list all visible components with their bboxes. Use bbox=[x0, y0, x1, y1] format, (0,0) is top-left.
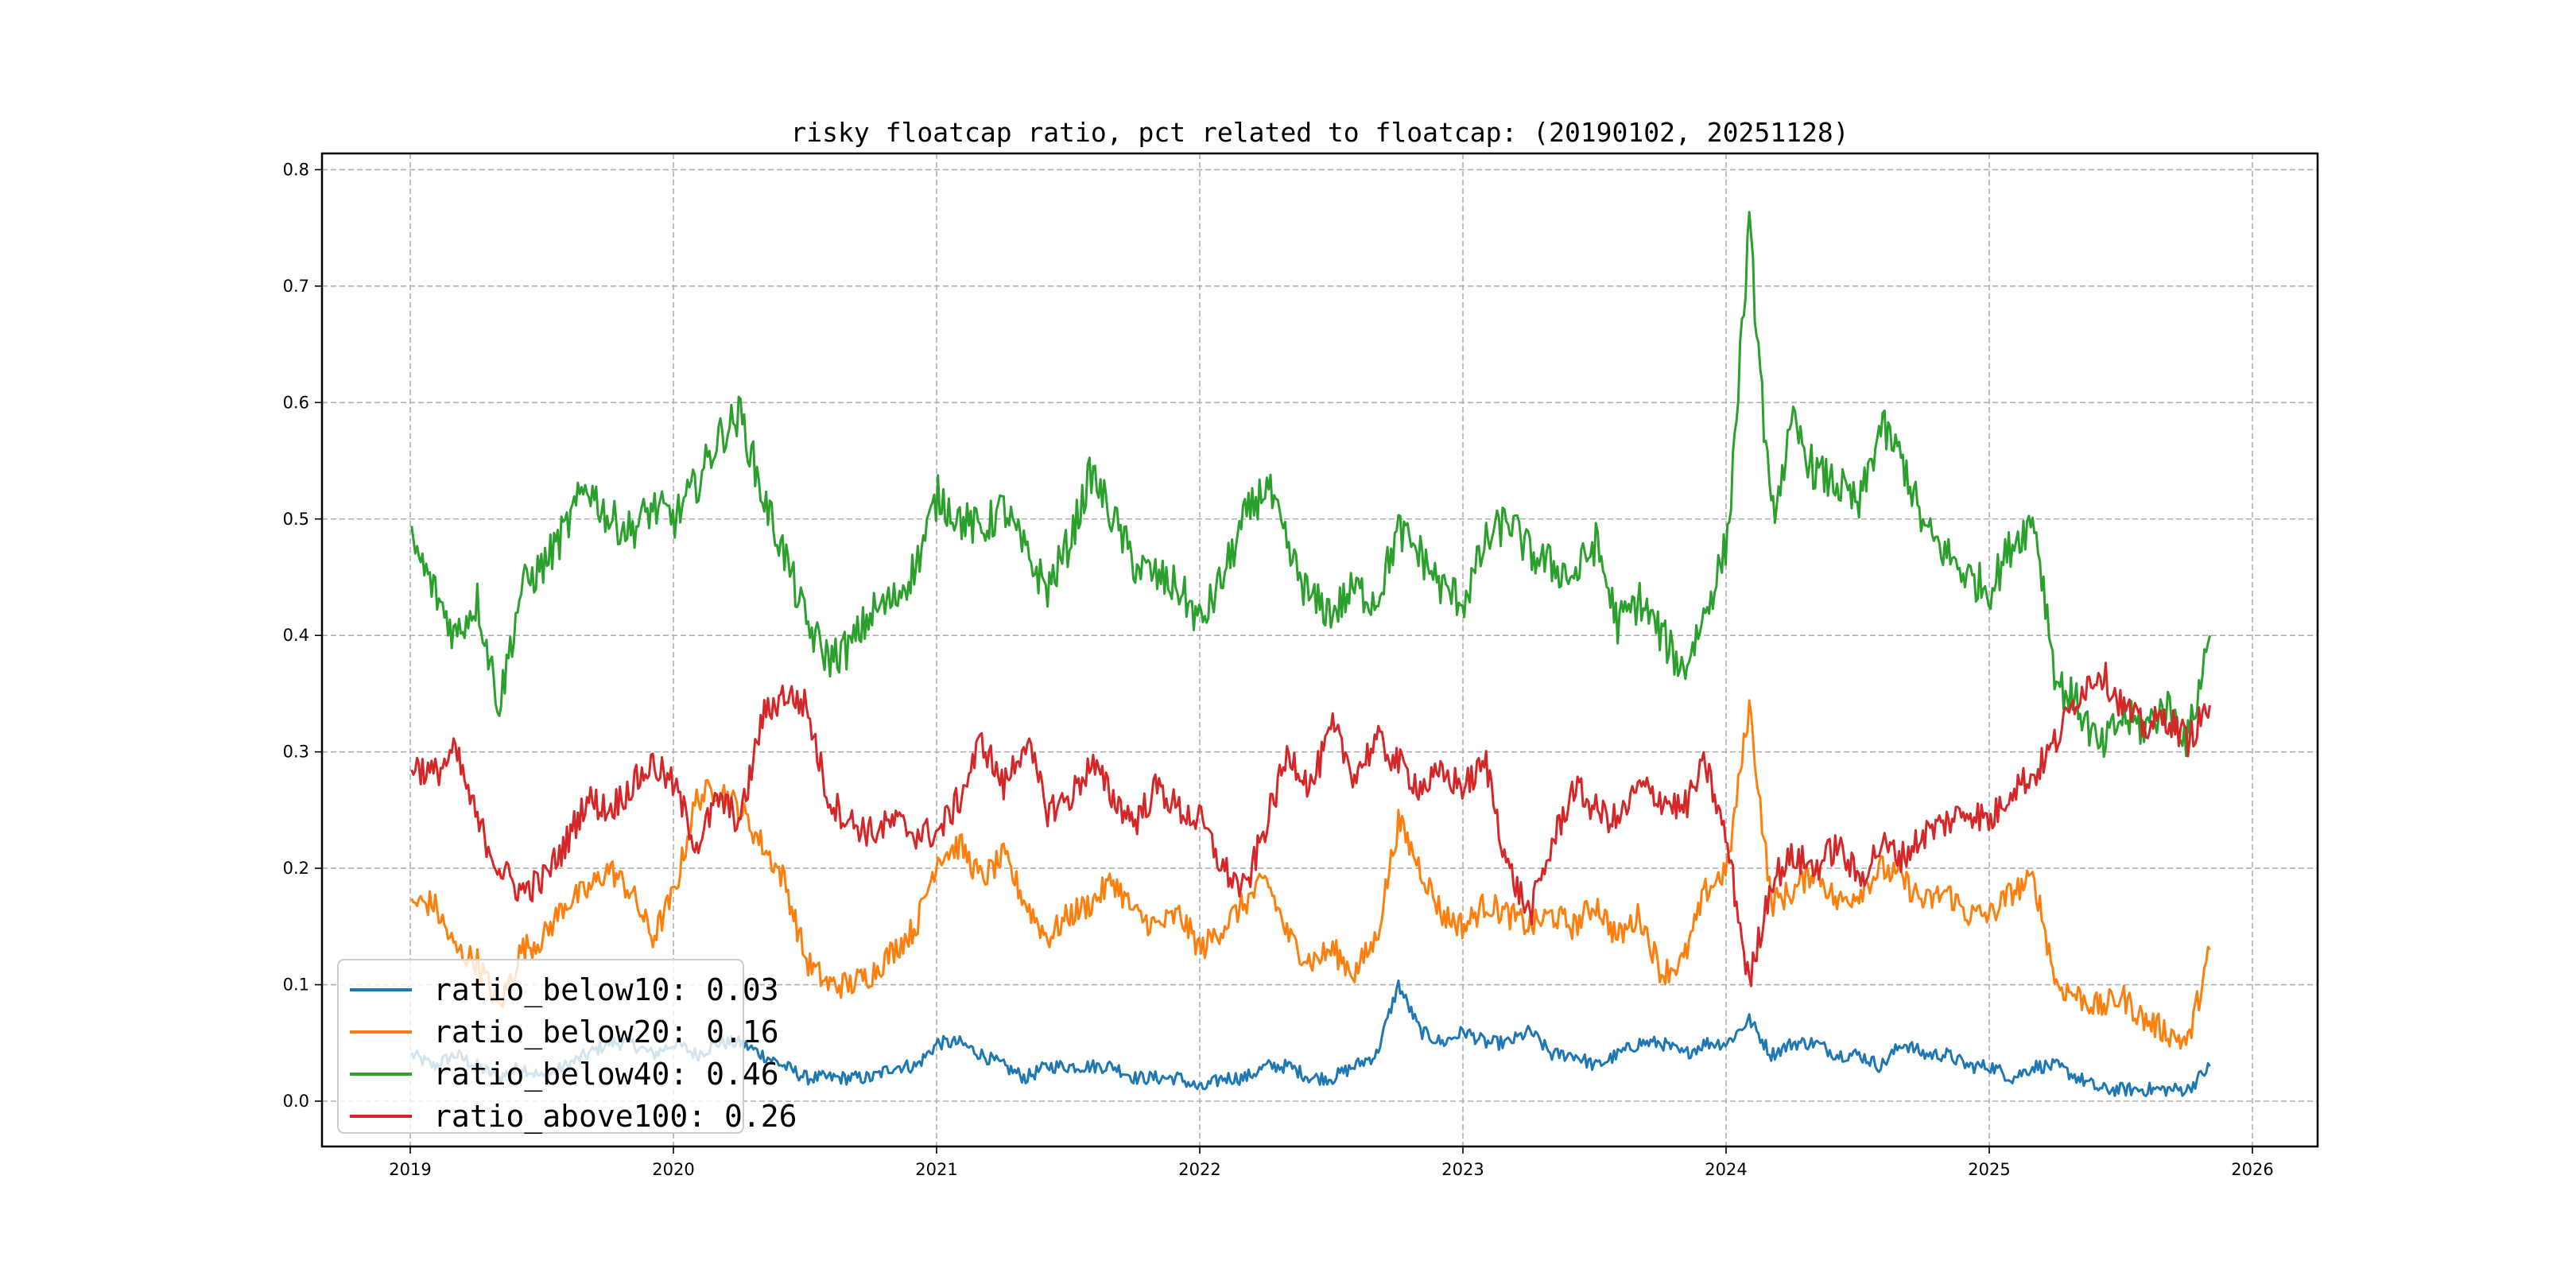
x-axis: 2019 2020 2021 2022 2023 2024 2025 2026 bbox=[389, 1146, 2274, 1179]
x-tick-label: 2026 bbox=[2231, 1160, 2273, 1179]
series-line-ratio_above100 bbox=[410, 661, 2211, 987]
x-tick-label: 2022 bbox=[1178, 1160, 1220, 1179]
plot-frame bbox=[320, 152, 2319, 1148]
x-tick-label: 2024 bbox=[1705, 1160, 1747, 1179]
y-tick-label: 0.6 bbox=[283, 393, 309, 412]
grid bbox=[322, 153, 2318, 1146]
x-tick-label: 2023 bbox=[1441, 1160, 1484, 1179]
series-line-ratio_below20 bbox=[410, 699, 2211, 1050]
legend-box bbox=[337, 959, 744, 1134]
y-axis: 0.0 0.1 0.2 0.3 0.4 0.5 0.6 0.7 0.8 bbox=[283, 160, 322, 1111]
legend-label-ratio_below20: ratio_below20: 0.16 bbox=[433, 1014, 779, 1050]
y-tick-label: 0.4 bbox=[283, 626, 309, 645]
x-tick-label: 2020 bbox=[652, 1160, 694, 1179]
series-line-ratio_below40 bbox=[410, 211, 2211, 758]
legend-label-ratio_below10: ratio_below10: 0.03 bbox=[433, 972, 779, 1008]
x-tick-label: 2019 bbox=[389, 1160, 431, 1179]
y-tick-label: 0.8 bbox=[283, 160, 309, 179]
y-tick-label: 0.7 bbox=[283, 277, 309, 296]
legend: ratio_below10: 0.03 ratio_below20: 0.16 ra… bbox=[337, 959, 797, 1135]
y-tick-label: 0.5 bbox=[283, 510, 309, 529]
legend-label-ratio_below40: ratio_below40: 0.46 bbox=[433, 1057, 779, 1092]
legend-label-ratio_above100: ratio_above100: 0.26 bbox=[433, 1099, 797, 1135]
y-tick-label: 0.0 bbox=[283, 1092, 309, 1111]
y-tick-label: 0.2 bbox=[283, 859, 309, 878]
y-tick-label: 0.3 bbox=[283, 743, 309, 762]
y-tick-label: 0.1 bbox=[283, 976, 309, 995]
chart-title: risky floatcap ratio, pct related to flo… bbox=[790, 117, 1849, 148]
x-tick-label: 2021 bbox=[915, 1160, 957, 1179]
x-tick-label: 2025 bbox=[1968, 1160, 2010, 1179]
